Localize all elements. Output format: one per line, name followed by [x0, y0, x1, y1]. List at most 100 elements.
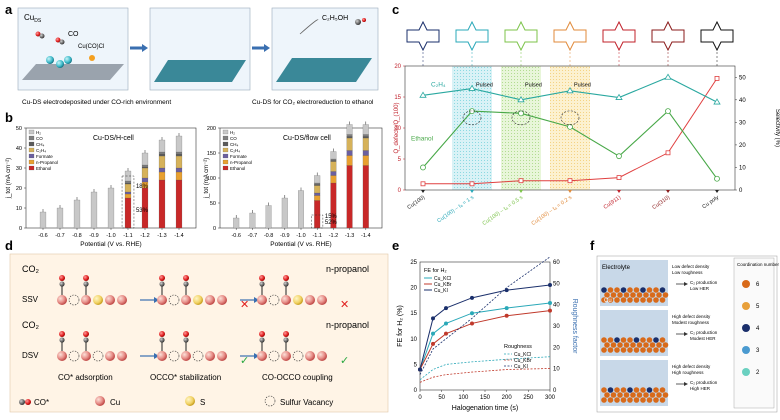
surface-atom-icon: [610, 342, 617, 348]
y-tick-label: 40: [739, 98, 746, 104]
bar-segment: [141, 152, 149, 166]
panel-a-ethanol-label: C₂H₅OH: [322, 15, 348, 22]
legend-title: FE for H₂: [424, 268, 447, 274]
electrolyte-label: Electrolyte: [602, 265, 631, 271]
cv-trace-icon: [651, 20, 685, 52]
oxygen-atom-icon: [183, 275, 189, 281]
surface-atom-icon: [607, 347, 614, 353]
bar-segment: [73, 199, 81, 229]
arrow-head-icon: [254, 297, 259, 303]
legend-swatch: [222, 141, 229, 147]
surface-atom-icon: [617, 392, 623, 398]
fe-marker: [504, 313, 509, 318]
co-molecule-icon: [39, 33, 45, 39]
panel-c: c 0 5 10 15 20 0 10 20 30 40 50 Q_defects/Q_(100) Se…: [392, 2, 780, 227]
bar-segment: [362, 136, 369, 139]
cu-atom-icon: [317, 295, 327, 305]
surface-atom-icon: [633, 387, 640, 393]
coordination-legend-box: [733, 257, 775, 409]
pulsed-region: [501, 66, 541, 190]
bar-segment: [298, 190, 304, 229]
x-tick-label: -0.8: [264, 233, 273, 239]
surface-atom-icon: [643, 392, 649, 398]
legend-swatch: [222, 147, 229, 153]
panel-a-co-label: CO: [68, 31, 79, 38]
x-tick-label: 100: [458, 395, 469, 401]
bar-segment: [330, 171, 337, 176]
y-axis-label: j_tot (mA cm⁻²): [204, 158, 210, 200]
panel-a-caption-left: Cu-DS electrodeposited under CO-rich env…: [22, 99, 171, 106]
x-tick-label: -1.1: [312, 233, 321, 239]
coordination-swatch-icon: [742, 346, 750, 354]
coordination-swatch-icon: [742, 280, 750, 288]
surface-atom-icon: [633, 297, 640, 303]
y-tick-label: 25: [410, 260, 417, 266]
bar-segment: [330, 160, 337, 162]
surface-atom-icon: [630, 292, 636, 298]
oxygen-atom-icon: [259, 331, 265, 337]
carbon-atom-icon: [59, 281, 65, 287]
selectivity-marker: [714, 175, 720, 182]
legend-label: S: [200, 398, 205, 407]
x-tick-label: -1.0: [106, 233, 115, 239]
row-description: High defect density: [672, 364, 711, 369]
x-tick-label: 200: [502, 395, 513, 401]
y-tick-label: 60: [553, 260, 560, 266]
x-tick-label: -1.4: [361, 233, 370, 239]
surface-atom-icon: [630, 342, 636, 348]
surface-atom-icon: [656, 392, 662, 398]
y-tick-label: 20: [410, 286, 417, 292]
row-description: Modest roughness: [672, 320, 710, 325]
y-tick-label: 50: [210, 201, 216, 207]
surface-atom-icon: [653, 347, 659, 353]
row-description: Low defect density: [672, 264, 710, 269]
bar-segment: [314, 185, 321, 194]
legend-label: CO: [36, 136, 43, 141]
legend-label: CO*: [34, 398, 49, 407]
cu-nucleus-icon: [56, 60, 64, 68]
roughness-line: [419, 356, 551, 381]
x-tick-label: -0.7: [248, 233, 257, 239]
bar-segment: [314, 175, 321, 184]
x-tick-label: 150: [480, 395, 491, 401]
panel-a: a CuDS CO Cu(CO)Cl Cu-DS electrodeposite…: [5, 2, 379, 106]
bar-segment: [314, 195, 321, 201]
roughness-line: [419, 368, 551, 383]
co-molecule-icon: [55, 37, 61, 43]
surface-atom-icon: [604, 292, 610, 298]
cu-nucleus-icon: [46, 56, 54, 64]
product-label: n-propanol: [326, 320, 369, 330]
carbon-atom-icon: [283, 337, 289, 343]
legend-label: Ethanol: [36, 166, 51, 171]
bar-segment: [158, 167, 166, 173]
surface-atom-icon: [640, 287, 646, 293]
s-atom-icon: [193, 295, 203, 305]
x-tick-label: Cu(100): [406, 195, 426, 211]
cross-icon: ✕: [240, 299, 249, 311]
y-axis-label: FE for H₂ (%): [397, 305, 404, 347]
legend-label: Ethanol: [230, 166, 245, 171]
surface-atom-icon: [620, 397, 627, 403]
legend-label: CH₄: [36, 142, 44, 147]
y-tick-label: 10: [16, 206, 22, 212]
legend-cu-icon: [95, 396, 105, 406]
surface-atom-icon: [640, 397, 646, 403]
arrow-head-icon: [264, 44, 270, 52]
cu-atom-icon: [217, 351, 227, 361]
y-tick-label: 0: [553, 388, 557, 394]
cu-atom-icon: [205, 295, 215, 305]
roughness-line: [419, 256, 551, 375]
y-tick-label: 40: [16, 146, 22, 152]
surface-atom-icon: [627, 347, 633, 353]
arrow-head-icon: [684, 382, 688, 386]
pulsed-label: Pulsed: [525, 82, 542, 88]
y-tick-label: 10: [739, 165, 746, 171]
cv-trace-icon: [406, 20, 440, 52]
step-label: CO* adsorption: [58, 373, 113, 382]
cu-atom-icon: [305, 295, 315, 305]
surface-atom-icon: [601, 337, 607, 343]
bar-segment: [330, 151, 337, 160]
check-icon: ✓: [240, 355, 249, 367]
bar-segment: [141, 167, 149, 179]
